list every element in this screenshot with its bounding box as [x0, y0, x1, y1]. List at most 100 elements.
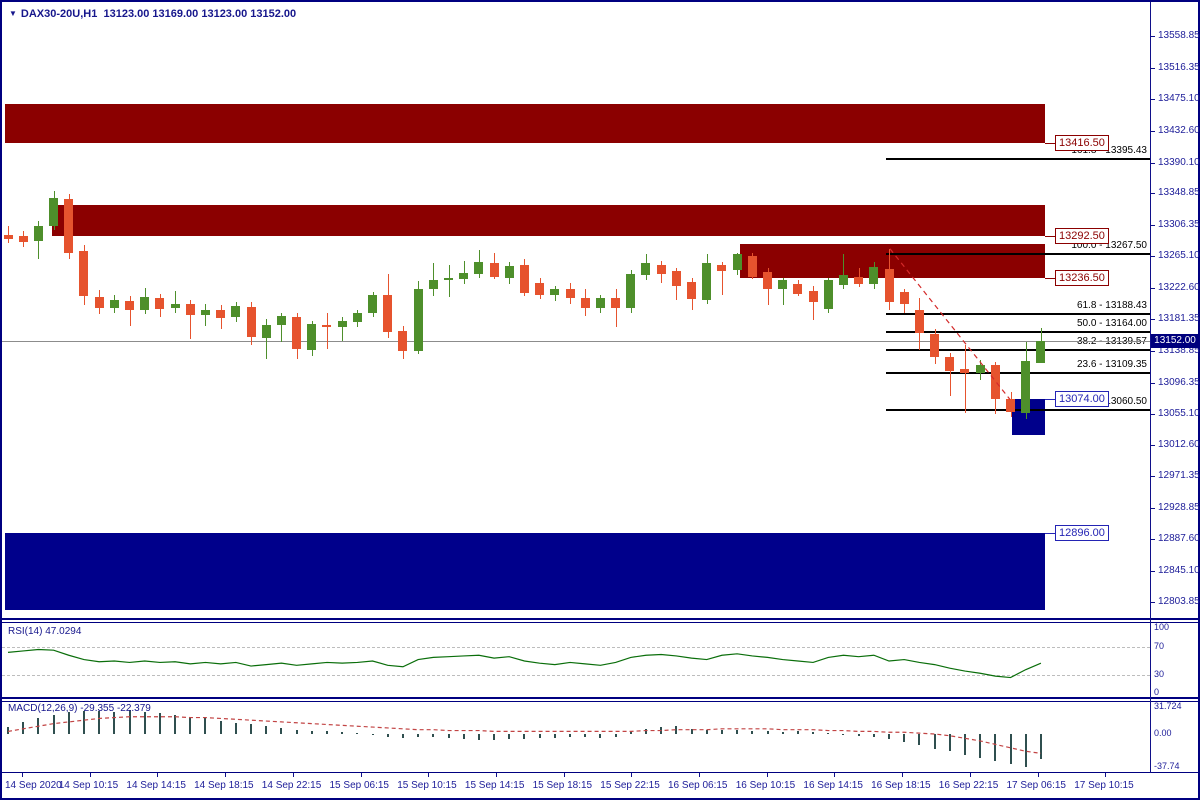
- time-axis[interactable]: 14 Sep 2020 14 Sep 10:15 14 Sep 14:15 14 Se…: [2, 773, 1200, 800]
- macd-histogram-bar: [174, 714, 176, 734]
- candle: [535, 282, 544, 295]
- macd-histogram-bar: [812, 732, 814, 734]
- symbol-period: DAX30-20U,H1: [20, 8, 98, 20]
- candle: [171, 303, 180, 308]
- time-axis-tick: [292, 773, 294, 777]
- fib-line[interactable]: [886, 312, 1150, 315]
- rsi-scale-label: 30: [1154, 669, 1165, 680]
- macd-histogram-bar: [372, 734, 374, 735]
- symbol-dropdown-icon[interactable]: ▼: [9, 9, 17, 18]
- candle: [505, 266, 514, 279]
- fib-label: 161.8 - 13395.43: [1071, 144, 1147, 156]
- macd-histogram-bar: [918, 734, 920, 746]
- panel-separator[interactable]: [2, 618, 1200, 620]
- candle: [854, 277, 863, 285]
- price-label-layer[interactable]: 13416.50 13292.50 13236.50 13074.00 12896.00: [2, 2, 1150, 620]
- candle: [581, 297, 590, 308]
- fib-line[interactable]: [886, 253, 1150, 256]
- fib-line[interactable]: [886, 349, 1150, 352]
- fib-line[interactable]: [886, 408, 1150, 411]
- macd-histogram-bar: [554, 734, 556, 739]
- price-axis-label: 13222.60: [1158, 282, 1200, 294]
- current-price-axis-box: 13152.00: [1151, 334, 1199, 348]
- zone-price-label[interactable]: 13292.50: [1055, 227, 1109, 244]
- candle: [687, 281, 696, 299]
- macd-histogram-bar: [584, 734, 586, 738]
- price-axis-tick: [1151, 413, 1155, 415]
- time-axis-tick: [495, 773, 497, 777]
- candle-wick: [448, 265, 450, 297]
- time-axis-label: 15 Sep 10:15: [397, 780, 457, 791]
- macd-histogram-bar: [204, 718, 206, 734]
- candle: [19, 236, 28, 243]
- current-price-line-layer: [2, 2, 1150, 620]
- candle: [885, 269, 894, 302]
- panel-separator[interactable]: [2, 701, 1200, 702]
- demand-zone[interactable]: [5, 532, 1045, 611]
- time-axis-tick: [902, 773, 904, 777]
- zones-layer[interactable]: [2, 2, 1150, 620]
- macd-histogram-bar: [949, 734, 951, 752]
- candle: [368, 294, 377, 314]
- candle: [125, 300, 134, 311]
- zone-price-label[interactable]: 13074.00: [1055, 391, 1109, 408]
- macd-histogram-bar: [736, 729, 738, 734]
- time-axis-label: 16 Sep 22:15: [938, 780, 999, 791]
- candle: [414, 288, 423, 351]
- macd-histogram-bar: [888, 734, 890, 740]
- time-axis-tick: [766, 773, 768, 777]
- macd-histogram-bar: [797, 731, 799, 734]
- price-axis-label: 13390.10: [1158, 156, 1200, 168]
- candle: [64, 199, 73, 253]
- candle: [231, 305, 240, 317]
- rsi-scale-label: 100: [1154, 622, 1170, 632]
- price-axis-tick: [1151, 36, 1155, 37]
- candle-wick: [189, 299, 191, 339]
- macd-indicator-label: MACD(12,26,9) -29.355 -22.379: [8, 703, 151, 714]
- zone-price-label[interactable]: 12896.00: [1055, 524, 1109, 541]
- macd-histogram-bar: [220, 721, 222, 734]
- price-axis-tick: [1151, 571, 1155, 573]
- fib-label: 50.0 - 13164.00: [1076, 318, 1147, 329]
- price-axis-label: 13138.85: [1158, 344, 1200, 356]
- macd-histogram-bar: [934, 734, 936, 749]
- rsi-scale-label: 70: [1154, 640, 1165, 651]
- macd-histogram-bar: [964, 734, 966, 755]
- candle: [1006, 398, 1015, 413]
- macd-histogram-bar: [296, 729, 298, 734]
- fib-line[interactable]: [886, 371, 1150, 374]
- candle: [611, 298, 620, 308]
- price-axis-tick: [1151, 476, 1155, 478]
- panel-separator[interactable]: [2, 697, 1200, 699]
- price-axis[interactable]: 13558.85 13516.35 13475.10 13432.60 13390.10…: [1150, 2, 1200, 773]
- rsi-indicator-label: RSI(14) 47.0294: [8, 626, 81, 637]
- supply-zone[interactable]: [5, 104, 1045, 143]
- candle-wick: [341, 317, 343, 341]
- time-axis-tick: [225, 773, 227, 777]
- price-axis-label: 13516.35: [1158, 61, 1200, 73]
- price-axis-tick: [1151, 288, 1155, 290]
- fib-line[interactable]: [886, 331, 1150, 333]
- time-axis-tick: [834, 773, 836, 777]
- zone-price-label[interactable]: 13236.50: [1055, 269, 1109, 286]
- macd-histogram-bar: [22, 721, 24, 734]
- candle: [79, 251, 88, 296]
- macd-histogram-bar: [417, 734, 419, 738]
- supply-zone[interactable]: [52, 205, 1045, 236]
- panel-separator[interactable]: [2, 622, 1200, 623]
- panel-separator[interactable]: [2, 772, 1200, 773]
- price-axis-label: 13348.85: [1158, 187, 1200, 199]
- fib-line[interactable]: [886, 157, 1150, 160]
- zone-price-label[interactable]: 13416.50: [1055, 134, 1109, 151]
- candle: [429, 279, 438, 290]
- price-axis-label: 13055.10: [1158, 407, 1200, 419]
- candle: [778, 280, 787, 289]
- time-axis-label: 14 Sep 10:15: [58, 780, 119, 791]
- current-price-line: [2, 341, 1150, 342]
- macd-values: -29.355 -22.379: [80, 703, 151, 714]
- title-ohlc: 13123.00 13169.00 13123.00 13152.00: [103, 8, 297, 20]
- candle: [444, 278, 453, 281]
- candle-wick: [204, 304, 206, 326]
- candle: [322, 324, 331, 327]
